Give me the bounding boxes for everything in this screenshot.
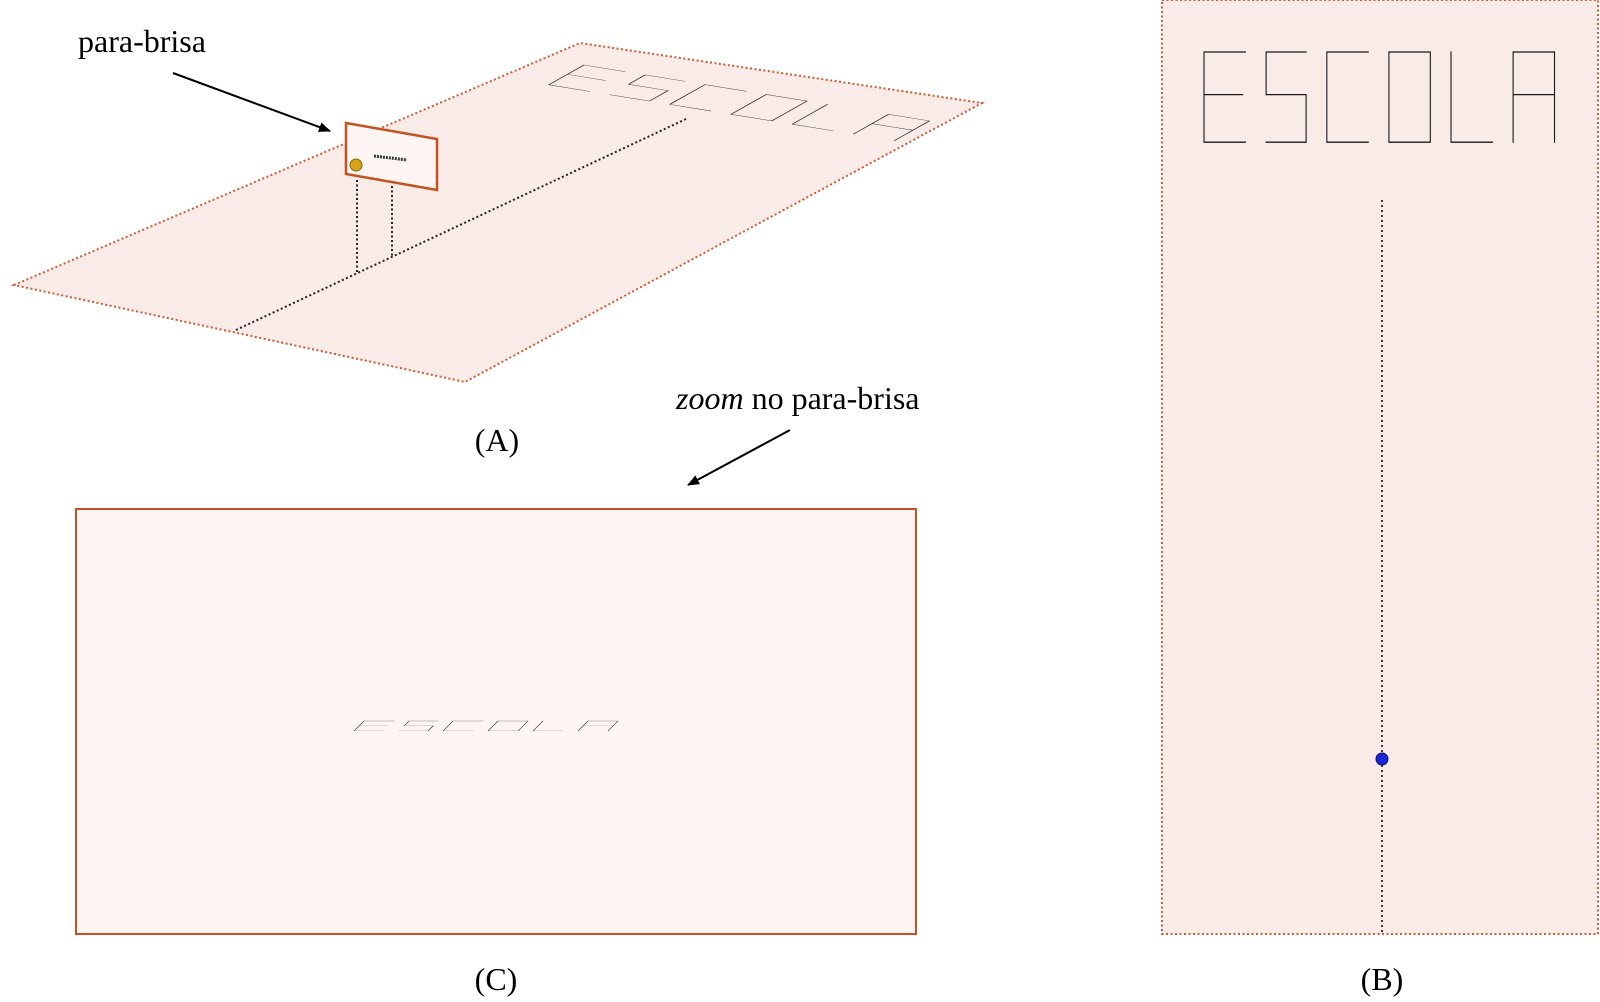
panel-a-perspective: para-brisa (A) bbox=[10, 23, 986, 458]
road-plane-3d bbox=[10, 41, 986, 384]
windshield-3d bbox=[344, 121, 439, 192]
caption-a: (A) bbox=[475, 422, 519, 458]
observer-eye-3d bbox=[349, 158, 363, 172]
observer-path-3d bbox=[235, 118, 687, 331]
panel-b-top-view: (B) bbox=[1161, 0, 1599, 997]
windshield-zoom-frame bbox=[75, 508, 917, 935]
road-plane-top bbox=[1161, 0, 1599, 935]
caption-c: (C) bbox=[475, 961, 518, 997]
zoom-label: zoom no para-brisa bbox=[675, 380, 919, 416]
zoom-arrow bbox=[687, 429, 791, 486]
windshield-projection-3d bbox=[373, 154, 408, 162]
caption-b: (B) bbox=[1361, 961, 1404, 997]
windshield-arrow bbox=[172, 72, 331, 132]
observer-position-top bbox=[1375, 752, 1389, 766]
windshield-label: para-brisa bbox=[78, 23, 206, 59]
panel-c-windshield-zoom: zoom no para-brisa (C) bbox=[75, 380, 919, 997]
